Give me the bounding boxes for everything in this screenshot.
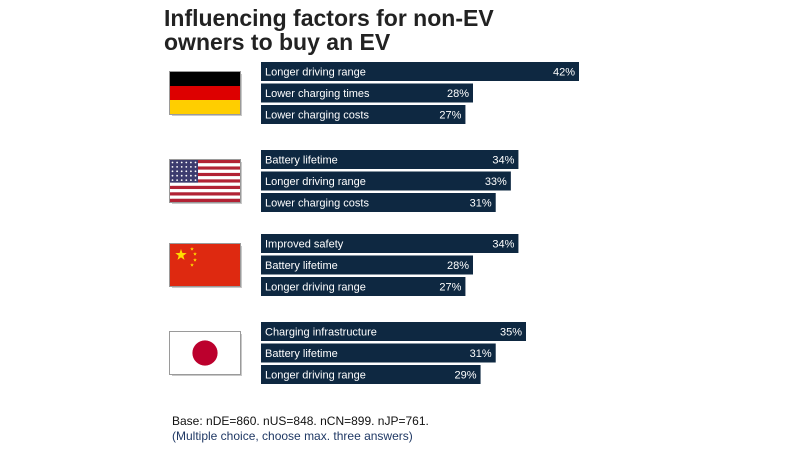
country-group-united-states: Battery lifetime 34% Longer driving range 3… [169,150,519,212]
china-flag-icon [169,243,241,287]
bar-category-label: Battery lifetime [265,348,338,360]
bar-value-label: 28% [447,88,469,100]
bar [261,171,511,191]
germany-flag-icon [169,71,241,115]
bar-value-label: 27% [439,110,461,122]
chart-title: Influencing factors for non-EV owners to… [164,6,584,54]
bar [261,62,579,81]
bar [261,105,466,124]
chart-title-line-1: Influencing factors for non-EV [164,5,494,31]
bar-category-label: Lower charging times [265,88,370,100]
bar-value-label: 33% [485,176,507,188]
bar-value-label: 35% [500,327,522,339]
country-group-japan: Charging infrastructure 35% Battery lifeti… [169,322,526,384]
bar-category-label: Battery lifetime [265,260,338,272]
bar-category-label: Longer driving range [265,176,366,188]
country-group-china: Improved safety 34% Battery lifetime 28% Lon… [169,234,519,296]
japan-flag-icon [169,331,241,375]
bar [261,150,519,169]
usa-flag-icon [169,159,241,203]
country-group-germany: Longer driving range 42% Lower charging ti… [169,62,579,124]
bar-value-label: 34% [492,155,514,167]
bar [261,277,466,296]
bar [261,193,496,212]
chart-title-line-2: owners to buy an EV [164,29,391,55]
chart-footer: Base: nDE=860. nUS=848. nCN=899. nJP=761… [172,414,429,444]
bar [261,343,496,363]
bar-category-label: Lower charging costs [265,198,369,210]
bar [261,365,481,384]
bar-value-label: 27% [439,282,461,294]
bar-category-label: Charging infrastructure [265,327,377,339]
base-sample-note: Base: nDE=860. nUS=848. nCN=899. nJP=761… [172,414,429,428]
bar [261,255,473,275]
bar-category-label: Longer driving range [265,67,366,79]
bar-value-label: 34% [492,239,514,251]
bar-category-label: Lower charging costs [265,110,369,122]
bar-category-label: Battery lifetime [265,155,338,167]
bar-value-label: 29% [455,370,477,382]
multiple-choice-note: (Multiple choice, choose max. three answ… [172,429,413,443]
bar-value-label: 42% [553,67,575,79]
bar-category-label: Improved safety [265,239,344,251]
bar [261,83,473,103]
bar [261,322,526,341]
bar-value-label: 31% [470,198,492,210]
bar-category-label: Longer driving range [265,282,366,294]
bar-category-label: Longer driving range [265,370,366,382]
bar [261,234,519,253]
bar-value-label: 28% [447,260,469,272]
bar-value-label: 31% [470,348,492,360]
